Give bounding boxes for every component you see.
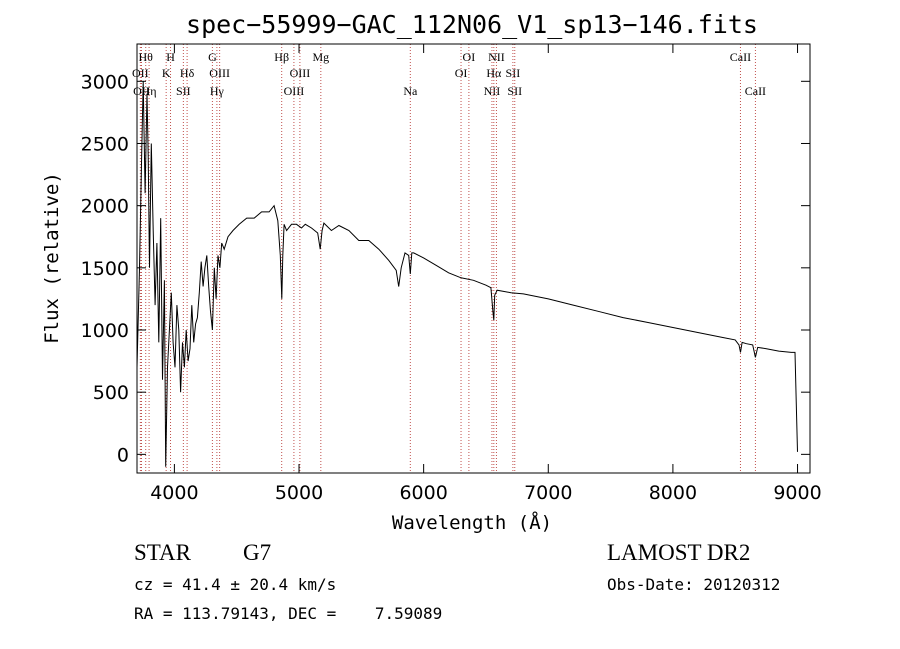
line-marker-label: NII [488, 50, 505, 64]
x-tick-label: 8000 [649, 482, 697, 504]
redshift-velocity: cz = 41.4 ± 20.4 km/s [134, 575, 337, 594]
x-axis-label: Wavelength (Å) [392, 511, 552, 534]
line-marker-label: SII [506, 66, 521, 80]
y-axis-label: Flux (relative) [41, 172, 63, 344]
line-marker-label: CaII [745, 84, 766, 98]
x-tick-label: 5000 [275, 482, 323, 504]
x-tick-label: 7000 [524, 482, 572, 504]
survey-name: LAMOST DR2 [607, 540, 751, 565]
line-marker-label: CaII [730, 50, 751, 64]
y-tick-label: 3000 [81, 71, 129, 93]
y-tick-label: 0 [117, 444, 129, 466]
line-marker-label: Hα [486, 66, 502, 80]
spectrum-line [136, 81, 798, 467]
line-marker-label: OII [132, 66, 149, 80]
line-marker-label: H [166, 50, 175, 64]
line-marker-label: OIII [209, 66, 230, 80]
y-tick-label: 1000 [81, 320, 129, 342]
y-tick-label: 2000 [81, 196, 129, 218]
x-tick-label: 9000 [773, 482, 821, 504]
emission-line-markers: OIIOIIHθHηKHSIIHδGHγOIIIHβOIIIOIIIMgNaOI… [132, 44, 766, 473]
line-marker-label: Hβ [274, 50, 289, 64]
line-marker-label: OIII [284, 84, 305, 98]
y-tick-label: 1500 [81, 258, 129, 280]
axis-ticks: 4000 5000 6000 7000 8000 9000 0 500 1000 1500 2000… [81, 44, 822, 504]
line-marker-label: OI [455, 66, 468, 80]
line-marker-label: Hδ [180, 66, 195, 80]
observation-date: Obs-Date: 20120312 [607, 575, 781, 594]
line-marker-label: NII [484, 84, 501, 98]
line-marker-label: SII [176, 84, 191, 98]
line-marker-label: Hθ [139, 50, 154, 64]
line-marker-label: SII [507, 84, 522, 98]
line-marker-label: Hγ [210, 84, 225, 98]
y-tick-label: 2500 [81, 133, 129, 155]
object-class: STAR [134, 540, 191, 565]
object-subclass: G7 [243, 540, 272, 565]
line-marker-label: OIII [290, 66, 311, 80]
coordinates: RA = 113.79143, DEC = 7.59089 [134, 604, 443, 623]
line-marker-label: Mg [312, 50, 329, 64]
plot-frame [136, 43, 811, 474]
line-marker-label: G [208, 50, 217, 64]
line-marker-label: Hη [142, 84, 157, 98]
line-marker-label: OI [463, 50, 476, 64]
x-tick-label: 4000 [150, 482, 198, 504]
line-marker-label: K [162, 66, 171, 80]
y-tick-label: 500 [93, 382, 129, 404]
line-marker-label: Na [403, 84, 418, 98]
chart-title: spec−55999−GAC_112N06_V1_sp13−146.fits [186, 10, 758, 39]
x-tick-label: 6000 [399, 482, 447, 504]
